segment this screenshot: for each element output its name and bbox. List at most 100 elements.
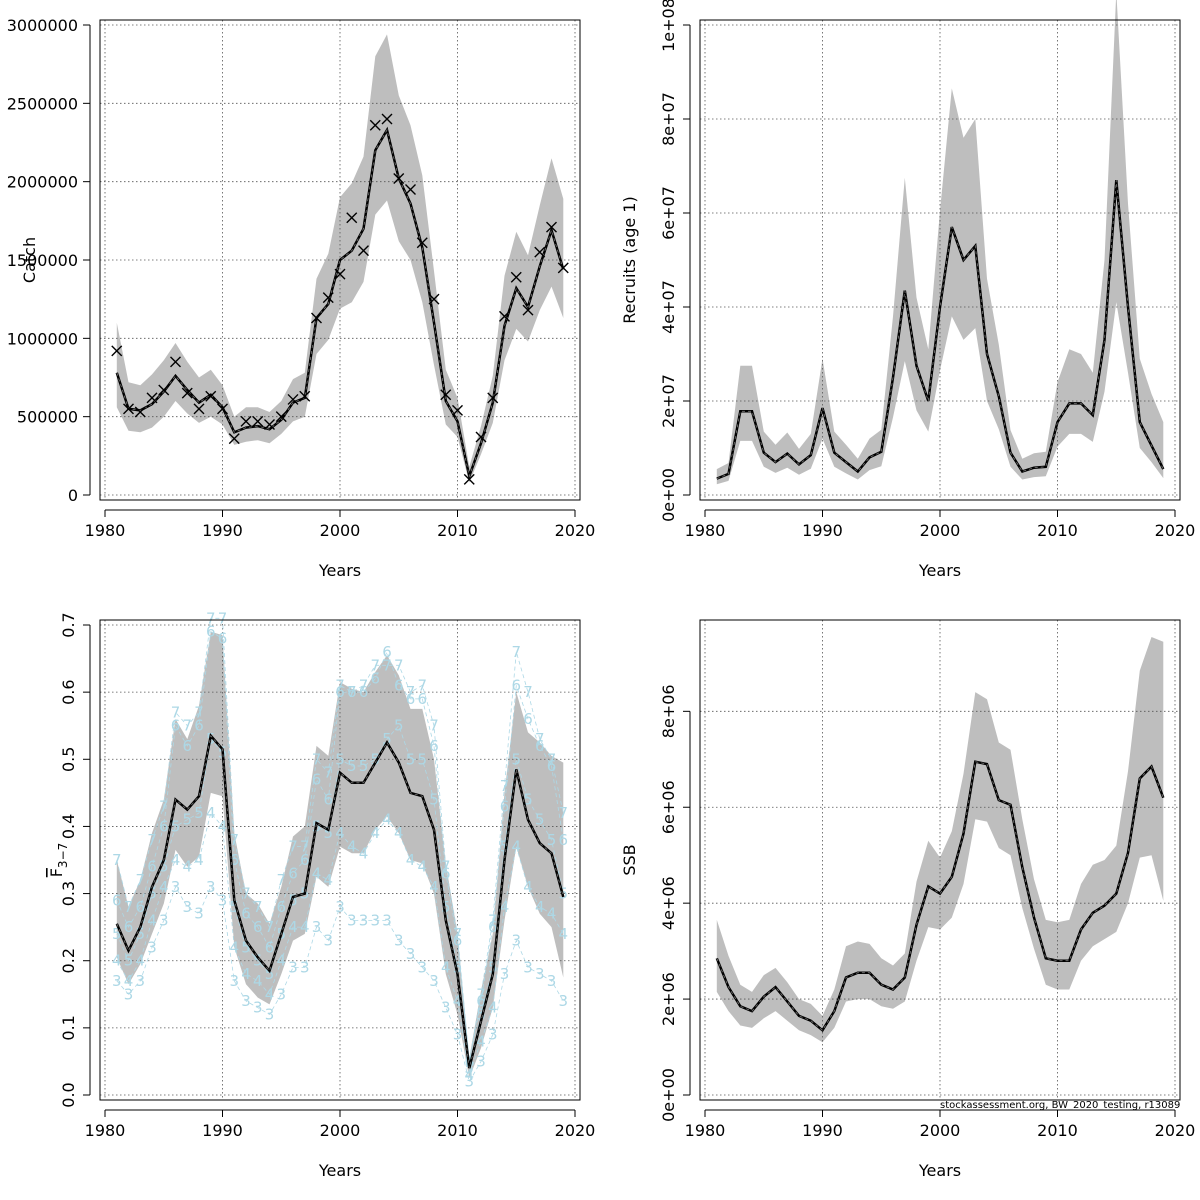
fbar-age-5-label: 5 <box>241 938 251 956</box>
fbar-age-6-label: 6 <box>417 690 427 708</box>
fbar-age-6-label: 6 <box>523 710 533 728</box>
fbar-age-5-label: 5 <box>417 750 427 768</box>
fbar-age-4-label: 4 <box>417 858 427 876</box>
fbar-age-3-label: 3 <box>288 958 298 976</box>
fbar-age-5-label: 5 <box>147 885 157 903</box>
fbar-age-5-label: 5 <box>441 898 451 916</box>
catch-observed-point <box>158 384 170 396</box>
catch-y-tick-label: 1000000 <box>7 329 78 348</box>
fbar-age-6-label: 6 <box>558 831 568 849</box>
fbar-age-3-label: 3 <box>206 878 216 896</box>
fbar-age-4-label: 4 <box>241 965 251 983</box>
fbar-age-6-label: 6 <box>171 717 181 735</box>
fbar-age-3-line <box>116 885 564 1083</box>
catch-observed-point <box>275 411 287 423</box>
fbar-age-5-label: 5 <box>547 831 557 849</box>
fbar-age-4-label: 4 <box>429 878 439 896</box>
fbar-age-6-label: 6 <box>147 858 157 876</box>
ssb-x-tick-label: 1980 <box>685 1121 726 1140</box>
ssb-y-tick-label: 0e+00 <box>659 1068 678 1122</box>
ssb-x-tick-label: 2010 <box>1037 1121 1078 1140</box>
catch-observed-point <box>252 415 264 427</box>
footer-credit: stockassessment.org, BW_2020_testing, r1… <box>940 1100 1180 1111</box>
recruits-x-tick-label: 2010 <box>1037 521 1078 540</box>
fbar-age-6-label: 6 <box>394 676 404 694</box>
fbar-x-tick-label: 1980 <box>85 1121 126 1140</box>
catch-observed-point <box>193 403 205 415</box>
recruits-y-tick-label: 8e+07 <box>659 92 678 146</box>
catch-observed-point <box>358 245 369 257</box>
fbar-age-3-label: 3 <box>464 1073 474 1091</box>
ssb-estimate-dash <box>716 761 1164 1031</box>
fbar-age-4-label: 4 <box>194 851 204 869</box>
catch-observed-point <box>311 312 322 324</box>
fbar-age-7-label: 7 <box>547 750 557 768</box>
fbar-age-7-label: 7 <box>523 683 533 701</box>
fbar-y-tick-label: 0.2 <box>59 948 78 973</box>
catch-y-tick-label: 2500000 <box>7 94 78 113</box>
fbar-age-4-label: 4 <box>135 952 145 970</box>
fbar-age-7-label: 7 <box>453 925 463 943</box>
fbar-y-tick-label: 0.5 <box>59 747 78 772</box>
fbar-age-7-label: 7 <box>406 683 416 701</box>
fbar-age-3-label: 3 <box>429 972 439 990</box>
fbar-age-6-label: 6 <box>218 629 228 647</box>
fbar-age-7-line <box>116 617 564 1062</box>
catch-y-tick-label: 3000000 <box>7 16 78 35</box>
fbar-age-7-label: 7 <box>124 898 134 916</box>
ssb-panel: 1980 1990 2000 2010 2020 Years 0e+00 2e+06 4e+06… <box>620 619 1195 1180</box>
catch-y-tick-label: 0 <box>68 486 78 505</box>
fbar-age-4-label: 4 <box>488 999 498 1017</box>
fbar-age-3-label: 3 <box>500 965 510 983</box>
catch-observed-point <box>405 184 416 195</box>
catch-x-axis-title: Years <box>318 561 361 580</box>
fbar-age-4-label: 4 <box>276 952 286 970</box>
fbar-age-4-label: 4 <box>511 838 521 856</box>
fbar-age-5-label: 5 <box>194 804 204 822</box>
fbar-age-3-label: 3 <box>253 999 263 1017</box>
fbar-age-3-label: 3 <box>112 972 122 990</box>
fbar-age-6-label: 6 <box>276 898 286 916</box>
recruits-panel: 1980 1990 2000 2010 2020 Years 0e+00 2e+07 4e+07… <box>620 0 1195 580</box>
fbar-age-4-label: 4 <box>547 905 557 923</box>
catch-plot-frame <box>99 19 581 501</box>
fbar-age-7-label: 7 <box>370 656 380 674</box>
catch-observed-point <box>240 415 252 427</box>
catch-observed-point <box>111 345 123 357</box>
fbar-x-tick-label: 2000 <box>320 1121 361 1140</box>
fbar-age-4-label: 4 <box>347 838 357 856</box>
fbar-age-5-line <box>116 724 564 1069</box>
fbar-age-5-label: 5 <box>229 898 239 916</box>
recruits-y-tick-label: 0e+00 <box>659 468 678 522</box>
catch-observed-point <box>322 292 334 304</box>
fbar-age-5-label: 5 <box>359 757 369 775</box>
catch-observed-point <box>346 212 358 224</box>
fbar-age-4-label: 4 <box>124 972 134 990</box>
fbar-age-7-label: 7 <box>558 804 568 822</box>
fbar-age-6-label: 6 <box>429 737 439 755</box>
fbar-age-7-label: 7 <box>171 703 181 721</box>
fbar-age-7-label: 7 <box>323 764 333 782</box>
fbar-age-4-label: 4 <box>288 918 298 936</box>
fbar-age-7-label: 7 <box>288 838 298 856</box>
fbar-age-3-label: 3 <box>382 911 392 929</box>
catch-observed-point <box>522 304 534 316</box>
fbar-age-3-label: 3 <box>135 972 145 990</box>
fbar-age-7-label: 7 <box>476 985 486 1003</box>
fbar-age-5-label: 5 <box>394 717 404 735</box>
fbar-age-4-label: 4 <box>229 938 239 956</box>
recruits-y-tick-label: 1e+08 <box>659 0 678 52</box>
fbar-y-tick-label: 0.6 <box>59 679 78 704</box>
fbar-y-axis-title: F3−7 <box>47 843 70 878</box>
ssb-x-tick-label: 1990 <box>802 1121 843 1140</box>
fbar-age-6-label: 6 <box>265 938 275 956</box>
fbar-age-4-line <box>116 812 564 1076</box>
fbar-age-3-label: 3 <box>124 985 134 1003</box>
fbar-age-4-label: 4 <box>441 958 451 976</box>
recruits-x-tick-label: 2020 <box>1155 521 1196 540</box>
catch-observed-point <box>452 404 463 416</box>
fbar-age-3-label: 3 <box>265 1005 275 1023</box>
catch-observed-point <box>228 433 240 445</box>
catch-x-tick-label: 2010 <box>437 521 478 540</box>
